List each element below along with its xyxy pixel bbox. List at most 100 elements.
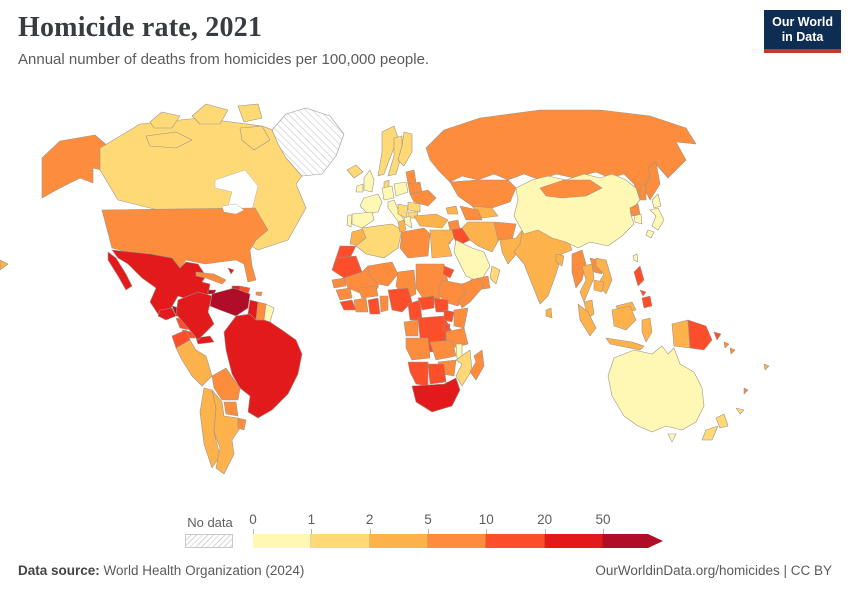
country-indonesia-kalimantan[interactable] xyxy=(611,305,637,331)
country-bangladesh[interactable] xyxy=(555,253,565,267)
country-taiwan[interactable] xyxy=(632,253,639,263)
country-russia-kamchatka[interactable] xyxy=(643,161,661,201)
country-japan-kyushu[interactable] xyxy=(645,229,655,239)
country-burkina-faso[interactable] xyxy=(357,285,379,299)
country-kazakhstan[interactable] xyxy=(449,179,517,209)
legend-bin-5-10[interactable] xyxy=(427,534,487,548)
country-sweden[interactable] xyxy=(387,135,403,177)
country-guatemala[interactable] xyxy=(157,307,177,321)
country-colombia[interactable] xyxy=(175,291,215,341)
country-canada-arctic-2[interactable] xyxy=(191,103,229,125)
country-turkey[interactable] xyxy=(413,213,449,229)
country-rwanda-burundi[interactable] xyxy=(443,323,451,332)
country-argentina[interactable] xyxy=(211,389,241,475)
country-niger[interactable] xyxy=(367,261,399,287)
country-congo[interactable] xyxy=(403,319,419,337)
country-vanuatu[interactable] xyxy=(743,387,749,395)
owid-logo[interactable]: Our World in Data xyxy=(764,10,841,53)
legend-bin-10-20[interactable] xyxy=(486,534,545,548)
country-poland[interactable] xyxy=(393,181,409,197)
country-angola[interactable] xyxy=(405,337,431,361)
country-japan-hokkaido[interactable] xyxy=(651,193,662,209)
country-new-zealand-south[interactable] xyxy=(701,425,719,441)
country-united-kingdom[interactable] xyxy=(363,169,375,193)
country-mongolia[interactable] xyxy=(539,179,603,199)
country-guinea[interactable] xyxy=(335,287,353,301)
country-russia-sakhalin[interactable] xyxy=(639,183,647,201)
owid-link[interactable]: OurWorldinData.org/homicides | CC BY xyxy=(595,563,832,578)
country-oman[interactable] xyxy=(489,265,501,285)
country-uruguay[interactable] xyxy=(237,417,247,431)
country-myanmar[interactable] xyxy=(571,249,587,289)
country-mexico-baja[interactable] xyxy=(107,251,133,291)
country-mozambique[interactable] xyxy=(455,349,473,387)
country-kenya[interactable] xyxy=(453,307,469,329)
country-philippines-visayas[interactable] xyxy=(639,289,647,297)
country-namibia[interactable] xyxy=(407,361,429,387)
country-caucasus[interactable] xyxy=(445,205,459,215)
country-puerto-rico[interactable] xyxy=(255,291,263,297)
country-fiji[interactable] xyxy=(763,363,770,371)
country-south-sudan[interactable] xyxy=(433,297,449,313)
country-zambia[interactable] xyxy=(429,339,457,361)
legend-bin-0-1[interactable] xyxy=(253,534,312,548)
country-indonesia-sumatra[interactable] xyxy=(577,303,597,337)
country-uganda[interactable] xyxy=(443,309,455,323)
country-algeria[interactable] xyxy=(355,223,403,259)
country-south-africa[interactable] xyxy=(411,377,461,413)
country-eritrea[interactable] xyxy=(442,265,455,279)
legend-bin-1-2[interactable] xyxy=(311,534,370,548)
country-sri-lanka[interactable] xyxy=(545,307,553,319)
country-peru[interactable] xyxy=(175,339,213,387)
country-brazil[interactable] xyxy=(223,313,303,419)
legend-bin-2-5[interactable] xyxy=(369,534,428,548)
country-turkmenistan[interactable] xyxy=(459,205,483,221)
country-map-edge-sliver[interactable] xyxy=(0,259,9,271)
country-egypt[interactable] xyxy=(429,229,455,259)
country-sierra-leone[interactable] xyxy=(339,299,357,311)
country-spain[interactable] xyxy=(351,211,375,229)
country-baltic-states[interactable] xyxy=(405,169,417,185)
country-alaska-united-states[interactable] xyxy=(41,134,111,199)
country-nigeria[interactable] xyxy=(387,287,413,313)
country-finland[interactable] xyxy=(397,131,413,167)
country-indonesia-papua[interactable] xyxy=(671,319,691,349)
country-afghanistan[interactable] xyxy=(493,221,517,241)
country-bahamas[interactable] xyxy=(227,267,235,275)
country-australia[interactable] xyxy=(607,345,705,433)
country-tunisia[interactable] xyxy=(397,219,407,233)
country-botswana[interactable] xyxy=(427,363,447,385)
country-australia-tasmania[interactable] xyxy=(667,433,677,443)
country-portugal[interactable] xyxy=(346,214,353,228)
country-new-zealand-north[interactable] xyxy=(715,413,729,429)
country-canada-arctic-1[interactable] xyxy=(149,111,181,129)
country-france[interactable] xyxy=(359,193,383,215)
country-canada-arctic-3[interactable] xyxy=(237,103,263,123)
country-cambodia[interactable] xyxy=(593,279,605,293)
country-ireland[interactable] xyxy=(355,183,364,193)
country-russia[interactable] xyxy=(425,109,697,199)
legend-no-data-swatch[interactable] xyxy=(185,534,233,548)
country-greenland[interactable] xyxy=(271,107,345,177)
country-papua-new-guinea-islands[interactable] xyxy=(713,331,722,341)
country-solomon-islands-2[interactable] xyxy=(729,347,736,355)
country-libya[interactable] xyxy=(399,227,431,259)
country-saudi-arabia[interactable] xyxy=(453,239,491,283)
country-ivory-coast[interactable] xyxy=(353,297,369,313)
country-french-guiana[interactable] xyxy=(263,303,275,323)
country-new-caledonia[interactable] xyxy=(735,407,745,415)
country-germany[interactable] xyxy=(381,185,395,201)
country-togo-benin[interactable] xyxy=(379,295,389,313)
country-indonesia-sulawesi[interactable] xyxy=(641,317,653,343)
country-ukraine[interactable] xyxy=(409,189,437,207)
country-senegal[interactable] xyxy=(331,277,347,289)
country-paraguay[interactable] xyxy=(223,401,239,417)
country-panama[interactable] xyxy=(195,335,215,345)
country-norway[interactable] xyxy=(377,125,399,177)
country-south-korea[interactable] xyxy=(633,213,643,225)
country-canada-baffin[interactable] xyxy=(239,125,271,151)
country-japan-honshu[interactable] xyxy=(649,207,665,231)
country-ghana[interactable] xyxy=(367,297,381,315)
legend-bin-50+[interactable] xyxy=(603,534,663,548)
country-cuba[interactable] xyxy=(195,271,227,285)
